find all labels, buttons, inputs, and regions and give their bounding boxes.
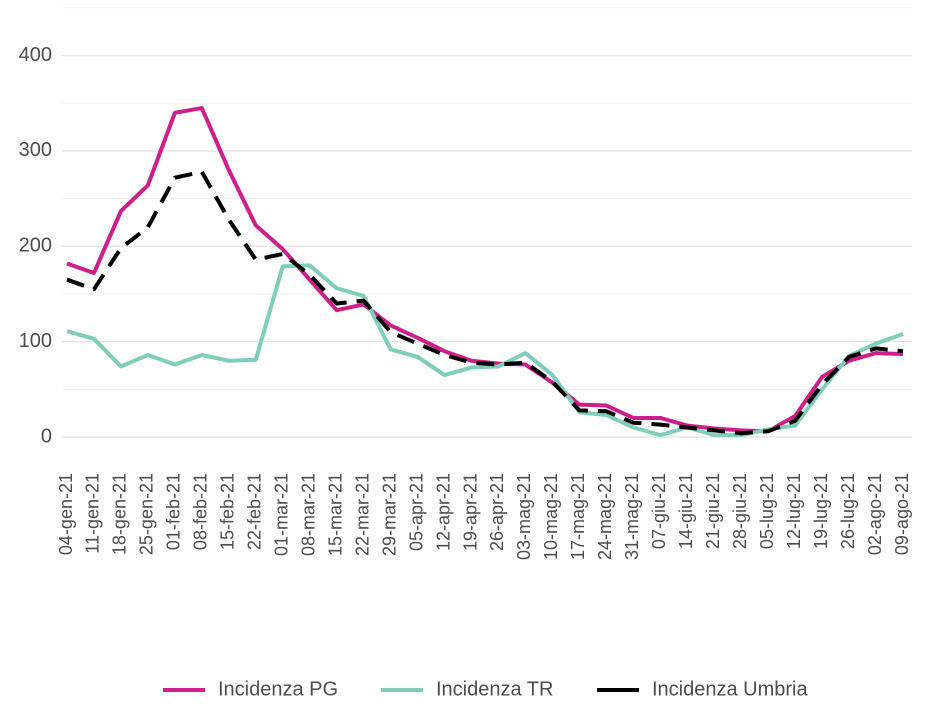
x-tick-label: 01-mar-21 <box>271 473 291 556</box>
series-line <box>66 169 904 436</box>
x-tick-label: 29-mar-21 <box>379 473 399 556</box>
x-tick-label: 08-feb-21 <box>191 473 211 550</box>
x-tick-label: 26-apr-21 <box>487 473 507 551</box>
x-tick-label: 17-mag-21 <box>568 473 588 560</box>
x-tick-label: 14-giu-21 <box>676 473 696 549</box>
x-tick-label: 25-gen-21 <box>137 473 157 555</box>
y-tick-label: 400 <box>19 44 52 66</box>
series-line <box>66 263 904 438</box>
x-tick-label: 19-lug-21 <box>811 473 831 549</box>
y-tick-label: 300 <box>19 139 52 161</box>
x-tick-label: 11-gen-21 <box>83 473 103 554</box>
x-tick-label: 22-mar-21 <box>352 473 372 556</box>
x-tick-label: 24-mag-21 <box>595 473 615 560</box>
x-tick-label: 31-mag-21 <box>622 473 642 560</box>
y-tick-label: 100 <box>19 330 52 352</box>
x-tick-label: 18-gen-21 <box>110 473 130 555</box>
x-tick-label: 22-feb-21 <box>245 473 265 550</box>
x-tick-label: 19-apr-21 <box>460 473 480 551</box>
x-tick-label: 09-ago-21 <box>892 473 912 555</box>
legend-label: Incidenza Umbria <box>652 678 809 700</box>
x-tick-label: 12-apr-21 <box>433 473 453 551</box>
y-tick-label: 0 <box>41 425 52 447</box>
legend-label: Incidenza TR <box>436 678 553 700</box>
x-tick-label: 12-lug-21 <box>784 473 804 549</box>
x-tick-label: 04-gen-21 <box>56 473 76 555</box>
x-tick-label: 05-lug-21 <box>757 473 777 549</box>
x-tick-label: 15-mar-21 <box>325 473 345 556</box>
x-tick-label: 01-feb-21 <box>164 473 184 550</box>
y-tick-label: 200 <box>19 235 52 257</box>
x-tick-label: 28-giu-21 <box>730 473 750 549</box>
x-tick-label: 15-feb-21 <box>218 473 238 550</box>
x-tick-label: 21-giu-21 <box>703 473 723 549</box>
legend-label: Incidenza PG <box>218 678 338 700</box>
x-tick-label: 05-apr-21 <box>406 473 426 551</box>
series-line <box>66 106 904 434</box>
x-tick-label: 07-giu-21 <box>649 473 669 549</box>
x-tick-label: 03-mag-21 <box>514 473 534 560</box>
x-tick-label: 26-lug-21 <box>838 473 858 549</box>
x-tick-label: 02-ago-21 <box>865 473 885 555</box>
x-tick-label: 08-mar-21 <box>298 473 318 556</box>
x-tick-label: 10-mag-21 <box>541 473 561 560</box>
